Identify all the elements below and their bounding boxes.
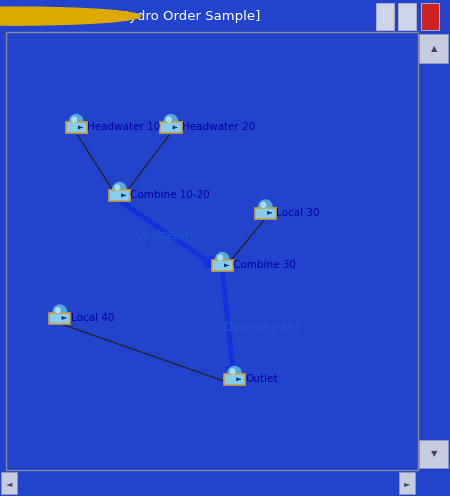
Circle shape bbox=[166, 117, 171, 122]
FancyBboxPatch shape bbox=[109, 190, 130, 201]
Text: Combine 10-20: Combine 10-20 bbox=[130, 190, 210, 200]
FancyBboxPatch shape bbox=[419, 34, 448, 63]
FancyBboxPatch shape bbox=[255, 208, 276, 219]
Text: Upstream: Upstream bbox=[136, 229, 194, 243]
FancyBboxPatch shape bbox=[398, 2, 416, 30]
Circle shape bbox=[261, 202, 266, 207]
Text: ─: ─ bbox=[382, 11, 388, 21]
Text: Local 40: Local 40 bbox=[71, 313, 114, 323]
Text: Outlet: Outlet bbox=[245, 374, 278, 384]
Circle shape bbox=[228, 367, 241, 381]
Circle shape bbox=[259, 200, 272, 214]
Circle shape bbox=[72, 117, 76, 122]
Text: ✕: ✕ bbox=[426, 11, 434, 21]
Circle shape bbox=[0, 7, 140, 25]
Text: ▲: ▲ bbox=[431, 44, 437, 53]
Text: ►: ► bbox=[404, 479, 410, 488]
Text: ◄: ◄ bbox=[6, 479, 13, 488]
Circle shape bbox=[69, 115, 83, 129]
Circle shape bbox=[115, 185, 120, 190]
Text: Downstream: Downstream bbox=[224, 321, 299, 334]
Text: Headwater 20: Headwater 20 bbox=[182, 123, 255, 132]
FancyBboxPatch shape bbox=[224, 374, 245, 385]
Circle shape bbox=[112, 183, 126, 197]
Text: Combine 30: Combine 30 bbox=[233, 260, 296, 270]
Text: Local 30: Local 30 bbox=[276, 208, 320, 218]
FancyBboxPatch shape bbox=[49, 313, 71, 324]
FancyBboxPatch shape bbox=[419, 439, 448, 468]
FancyBboxPatch shape bbox=[160, 122, 181, 133]
FancyBboxPatch shape bbox=[212, 260, 233, 271]
Circle shape bbox=[230, 369, 235, 374]
Circle shape bbox=[216, 252, 229, 267]
Text: ▼: ▼ bbox=[431, 449, 437, 458]
Circle shape bbox=[53, 305, 67, 319]
FancyBboxPatch shape bbox=[376, 2, 394, 30]
Text: Basin Model [Hydro Order Sample]: Basin Model [Hydro Order Sample] bbox=[29, 9, 261, 23]
Text: □: □ bbox=[402, 11, 411, 21]
FancyBboxPatch shape bbox=[421, 2, 439, 30]
Text: 🔧: 🔧 bbox=[11, 11, 18, 21]
FancyBboxPatch shape bbox=[399, 472, 415, 494]
Circle shape bbox=[164, 115, 178, 129]
Circle shape bbox=[218, 255, 223, 260]
Text: Headwater 10: Headwater 10 bbox=[87, 123, 160, 132]
FancyBboxPatch shape bbox=[1, 472, 17, 494]
Circle shape bbox=[55, 308, 60, 312]
FancyBboxPatch shape bbox=[66, 122, 87, 133]
